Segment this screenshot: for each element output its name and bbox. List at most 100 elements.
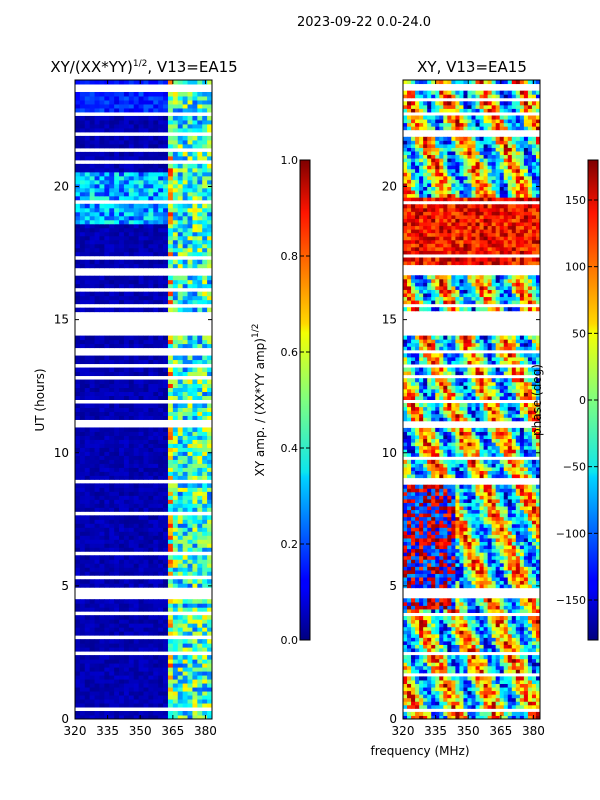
heatmap-cell bbox=[487, 683, 493, 688]
heatmap-cell bbox=[177, 463, 184, 468]
heatmap-cell bbox=[182, 443, 189, 448]
heatmap-cell bbox=[109, 619, 115, 624]
heatmap-cell bbox=[128, 379, 135, 385]
heatmap-cell bbox=[172, 115, 179, 121]
heatmap-cell bbox=[84, 179, 91, 185]
heatmap-cell bbox=[167, 387, 174, 393]
heatmap-cell bbox=[153, 183, 159, 189]
heatmap-cell bbox=[202, 219, 208, 225]
heatmap-cell bbox=[515, 608, 521, 613]
heatmap-cell bbox=[192, 119, 198, 125]
heatmap-cell bbox=[177, 203, 184, 209]
heatmap-cell bbox=[202, 491, 208, 496]
heatmap-cell bbox=[114, 387, 120, 393]
heatmap-cell bbox=[487, 577, 493, 582]
heatmap-cell bbox=[114, 127, 120, 133]
heatmap-cell bbox=[148, 415, 154, 420]
heatmap-cell bbox=[455, 679, 460, 684]
heatmap-cell bbox=[138, 183, 144, 189]
heatmap-cell bbox=[535, 619, 540, 624]
heatmap-cell bbox=[202, 679, 208, 684]
heatmap-cell bbox=[104, 483, 110, 488]
heatmap-cell bbox=[187, 107, 193, 113]
heatmap-cell bbox=[75, 371, 81, 377]
heatmap-cell bbox=[491, 648, 497, 653]
heatmap-cell bbox=[172, 243, 179, 249]
heatmap-cell bbox=[109, 179, 115, 185]
heatmap-cell bbox=[104, 691, 110, 696]
heatmap-cell bbox=[94, 435, 100, 440]
heatmap-cell bbox=[177, 655, 184, 660]
heatmap-cell bbox=[495, 679, 501, 684]
heatmap-cell bbox=[451, 626, 456, 631]
heatmap-cell bbox=[439, 665, 444, 670]
heatmap-cell bbox=[128, 683, 135, 688]
heatmap-cell bbox=[143, 579, 149, 584]
heatmap-cell bbox=[471, 577, 477, 582]
heatmap-cell bbox=[439, 658, 444, 663]
heatmap-cell bbox=[423, 601, 428, 606]
heatmap-cell bbox=[443, 690, 448, 695]
heatmap-cell bbox=[523, 555, 529, 560]
heatmap-cell bbox=[143, 499, 149, 504]
heatmap-cell bbox=[94, 167, 100, 173]
heatmap-cell bbox=[75, 403, 81, 408]
heatmap-cell bbox=[182, 535, 189, 540]
heatmap-cell bbox=[79, 535, 86, 540]
heatmap-cell bbox=[467, 644, 472, 649]
heatmap-cell bbox=[123, 359, 130, 365]
heatmap-cell bbox=[202, 543, 208, 548]
heatmap-cell bbox=[192, 699, 198, 704]
heatmap-cell bbox=[148, 243, 154, 249]
heatmap-cell bbox=[109, 547, 115, 552]
heatmap-cell bbox=[133, 283, 140, 289]
heatmap-cell bbox=[182, 483, 189, 488]
heatmap-cell bbox=[527, 552, 533, 557]
heatmap-cell bbox=[158, 715, 164, 719]
heatmap-cell bbox=[527, 662, 533, 667]
heatmap-cell bbox=[491, 711, 497, 716]
heatmap-cell bbox=[172, 259, 179, 265]
heatmap-cell bbox=[143, 515, 149, 520]
heatmap-cell bbox=[94, 395, 100, 400]
heatmap-cell bbox=[423, 690, 428, 695]
heatmap-cell bbox=[507, 640, 513, 645]
heatmap-cell bbox=[471, 637, 477, 642]
heatmap-cell bbox=[479, 605, 485, 610]
heatmap-cell bbox=[427, 573, 432, 578]
heatmap-cell bbox=[84, 139, 91, 145]
heatmap-cell bbox=[133, 207, 140, 213]
heatmap-cell bbox=[455, 552, 460, 557]
heatmap-cell bbox=[207, 103, 212, 109]
heatmap-cell bbox=[104, 439, 110, 444]
heatmap-cell bbox=[163, 455, 169, 460]
heatmap-cell bbox=[153, 407, 159, 412]
heatmap-cell bbox=[123, 207, 130, 213]
heatmap-cell bbox=[143, 531, 149, 536]
heatmap-cell bbox=[451, 633, 456, 638]
heatmap-cell bbox=[172, 191, 179, 197]
heatmap-cell bbox=[519, 552, 525, 557]
heatmap-cell bbox=[104, 391, 110, 397]
heatmap-cell bbox=[192, 695, 198, 700]
heatmap-cell bbox=[114, 515, 120, 520]
heatmap-cell bbox=[133, 367, 140, 373]
heatmap-cell bbox=[99, 103, 105, 109]
heatmap-cell bbox=[451, 690, 456, 695]
heatmap-cell bbox=[128, 471, 135, 476]
heatmap-cell bbox=[123, 115, 130, 121]
heatmap-cell bbox=[79, 99, 86, 105]
heatmap-cell bbox=[192, 447, 198, 452]
heatmap-cell bbox=[515, 676, 521, 681]
heatmap-cell bbox=[84, 123, 91, 129]
heatmap-cell bbox=[89, 187, 96, 193]
heatmap-cell bbox=[527, 569, 533, 574]
heatmap-cell bbox=[153, 603, 159, 608]
heatmap-cell bbox=[153, 631, 159, 636]
heatmap-cell bbox=[419, 662, 424, 667]
heatmap-cell bbox=[523, 569, 529, 574]
heatmap-cell bbox=[133, 687, 140, 692]
heatmap-cell bbox=[148, 671, 154, 676]
heatmap-cell bbox=[143, 491, 149, 496]
heatmap-cell bbox=[143, 571, 149, 576]
